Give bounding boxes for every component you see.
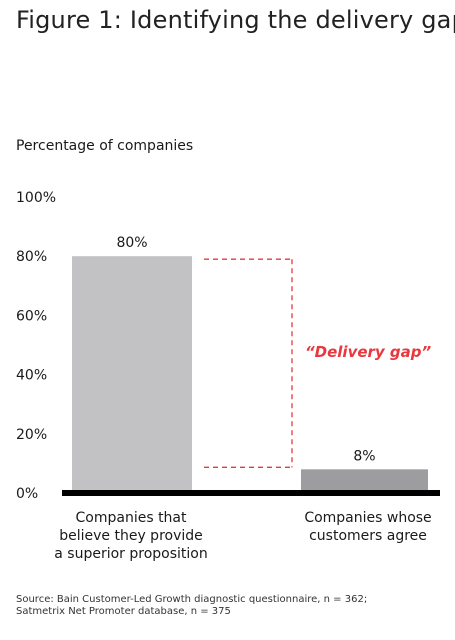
x-axis-baseline	[62, 490, 440, 496]
bars: 80% 8%	[72, 235, 428, 493]
y-tick-label: 40%	[16, 368, 47, 384]
category-label-line: Companies that	[76, 510, 188, 526]
category-labels: Companies that believe they provide a supe…	[54, 510, 431, 562]
category-label-line: customers agree	[309, 528, 427, 544]
y-tick-label: 0%	[16, 486, 38, 502]
y-tick-label: 80%	[16, 249, 47, 265]
source-line: Source: Bain Customer-Led Growth diagnos…	[16, 594, 368, 605]
y-tick-label: 20%	[16, 427, 47, 443]
y-axis-label: Percentage of companies	[16, 138, 193, 154]
category-label-line: believe they provide	[59, 528, 203, 544]
y-tick-label: 100%	[16, 190, 56, 206]
bar-chart: Percentage of companies 0% 20% 40% 60% 80% 10…	[16, 138, 440, 562]
category-label-line: Companies whose	[304, 510, 431, 526]
y-axis-ticks: 0% 20% 40% 60% 80% 100%	[16, 190, 56, 502]
source-line: Satmetrix Net Promoter database, n = 375	[16, 606, 231, 617]
source-note: Source: Bain Customer-Led Growth diagnos…	[16, 594, 446, 618]
gap-label: “Delivery gap”	[305, 343, 432, 361]
delivery-gap-annotation: “Delivery gap”	[204, 258, 432, 468]
y-tick-label: 60%	[16, 308, 47, 324]
bar	[301, 469, 428, 493]
data-label: 8%	[353, 448, 375, 464]
bar	[72, 256, 192, 493]
figure-title: Figure 1: Identifying the delivery gap	[16, 6, 455, 34]
category-label-line: a superior proposition	[54, 546, 207, 562]
data-label: 80%	[116, 235, 147, 251]
